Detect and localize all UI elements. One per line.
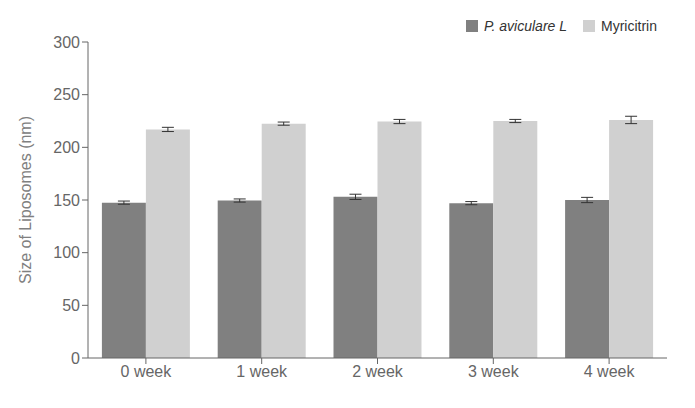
svg-text:4 week: 4 week <box>584 363 636 380</box>
svg-text:Size of Liposomes (nm): Size of Liposomes (nm) <box>17 116 34 284</box>
svg-text:1 week: 1 week <box>236 363 288 380</box>
html-text:Myricitrin: Myricitrin <box>601 18 657 34</box>
svg-text:100: 100 <box>53 244 80 261</box>
svg-text:0: 0 <box>71 350 80 367</box>
svg-text:200: 200 <box>53 139 80 156</box>
html-text:P. aviculare L: P. aviculare L <box>484 18 567 34</box>
svg-text:2 week: 2 week <box>352 363 404 380</box>
svg-text:300: 300 <box>53 34 80 51</box>
svg-text:0 week: 0 week <box>121 363 173 380</box>
svg-text:250: 250 <box>53 86 80 103</box>
svg-text:3 week: 3 week <box>468 363 520 380</box>
svg-text:50: 50 <box>62 297 80 314</box>
svg-text:150: 150 <box>53 192 80 209</box>
